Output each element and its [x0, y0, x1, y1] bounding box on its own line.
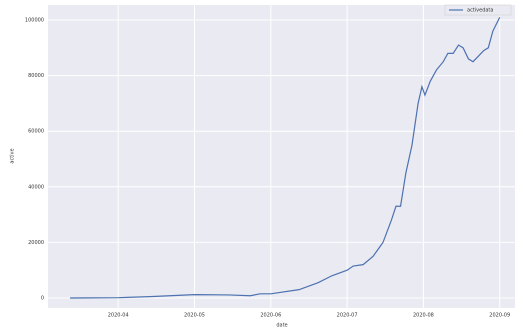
legend-box — [444, 4, 512, 16]
y-tick-label: 20000 — [28, 240, 44, 246]
y-tick-label: 80000 — [28, 73, 44, 79]
y-axis-label: active — [10, 148, 16, 163]
x-tick-label: 2020-08 — [413, 313, 434, 319]
y-tick-label: 100000 — [25, 18, 44, 24]
x-axis-label: date — [276, 323, 287, 329]
x-tick-label: 2020-07 — [337, 313, 358, 319]
plot-area — [48, 5, 515, 308]
legend-label: activedata — [467, 8, 493, 14]
x-tick-label: 2020-09 — [489, 313, 510, 319]
x-tick-label: 2020-06 — [260, 313, 281, 319]
x-tick-label: 2020-05 — [184, 313, 205, 319]
y-tick-label: 0 — [41, 295, 44, 301]
y-tick-label: 60000 — [28, 129, 44, 135]
y-tick-label: 40000 — [28, 184, 44, 190]
x-tick-label: 2020-04 — [108, 313, 129, 319]
line — [70, 16, 501, 299]
